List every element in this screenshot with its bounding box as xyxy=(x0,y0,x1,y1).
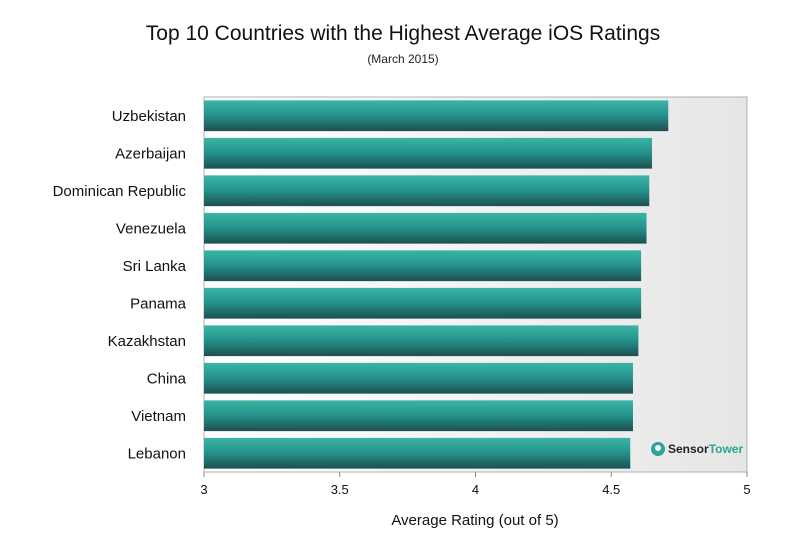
bar-china xyxy=(204,362,633,394)
bar-lebanon xyxy=(204,437,631,469)
x-tick-label: 3 xyxy=(200,482,207,497)
category-label: Dominican Republic xyxy=(53,183,187,200)
bar-panama xyxy=(204,287,642,319)
bar-uzbekistan xyxy=(204,100,669,132)
bar-azerbaijan xyxy=(204,137,652,169)
category-label: Sri Lanka xyxy=(123,258,187,275)
chart-subtitle: (March 2015) xyxy=(367,52,439,66)
category-label: Vietnam xyxy=(131,408,186,425)
category-label: Venezuela xyxy=(116,220,187,237)
category-label: China xyxy=(147,370,187,387)
x-axis-title: Average Rating (out of 5) xyxy=(391,512,558,529)
sensortower-icon xyxy=(651,442,665,456)
bar-vietnam xyxy=(204,400,633,432)
category-label: Lebanon xyxy=(128,445,186,462)
x-tick-label: 4.5 xyxy=(602,482,620,497)
category-label: Kazakhstan xyxy=(108,333,186,350)
sensortower-logo: Sensor Tower xyxy=(651,442,743,456)
brand-name-part1: Sensor xyxy=(668,442,709,456)
bar-dominican-republic xyxy=(204,175,650,207)
bar-venezuela xyxy=(204,212,647,244)
category-label: Panama xyxy=(130,295,187,312)
chart-title: Top 10 Countries with the Highest Averag… xyxy=(145,22,661,45)
x-tick-label: 3.5 xyxy=(331,482,349,497)
bar-kazakhstan xyxy=(204,325,639,357)
x-tick-label: 5 xyxy=(743,482,750,497)
category-label: Azerbaijan xyxy=(115,145,186,162)
brand-name-part2: Tower xyxy=(708,442,744,456)
x-tick-label: 4 xyxy=(472,482,479,497)
bar-sri-lanka xyxy=(204,250,642,282)
category-label: Uzbekistan xyxy=(112,108,186,125)
